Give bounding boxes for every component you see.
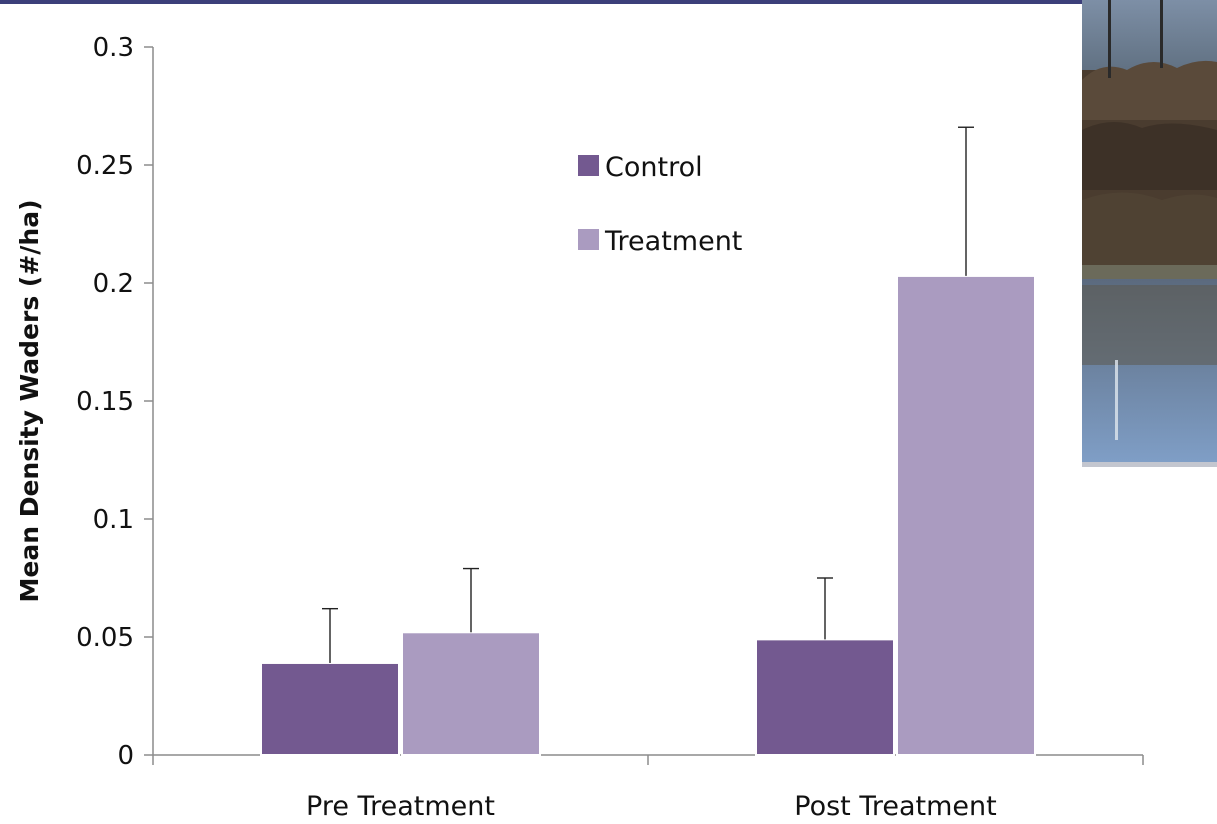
wetland-photo-icon — [1082, 0, 1217, 462]
y-tick-label: 0.3 — [93, 33, 134, 63]
legend: Control Treatment — [578, 152, 742, 257]
y-tick-label: 0.15 — [76, 387, 134, 417]
bar-control — [755, 638, 895, 756]
y-tick-label: 0.2 — [93, 269, 134, 299]
error-bars-group — [322, 126, 974, 663]
y-tick-label: 0.25 — [76, 151, 134, 181]
y-axis-ticks: 0 0.05 0.1 0.15 0.2 0.25 0.3 — [76, 33, 153, 771]
y-tick-label: 0.1 — [93, 505, 134, 535]
bar-treatment — [896, 274, 1036, 756]
x-axis-ticks: Pre Treatment Post Treatment — [152, 755, 1144, 822]
y-tick-label: 0 — [117, 741, 134, 771]
legend-label-treatment: Treatment — [604, 226, 742, 257]
bars-group — [260, 274, 1036, 757]
legend-label-control: Control — [605, 152, 703, 183]
y-tick-label: 0.05 — [76, 623, 134, 653]
x-category-label: Pre Treatment — [306, 791, 495, 822]
legend-swatch-treatment — [578, 229, 599, 250]
bar-treatment — [401, 631, 541, 757]
x-category-label: Post Treatment — [794, 791, 996, 822]
legend-swatch-control — [578, 155, 599, 176]
y-axis-label: Mean Density Waders (#/ha) — [15, 199, 44, 602]
bar-control — [260, 661, 400, 757]
top-banner-bar — [0, 0, 1217, 4]
